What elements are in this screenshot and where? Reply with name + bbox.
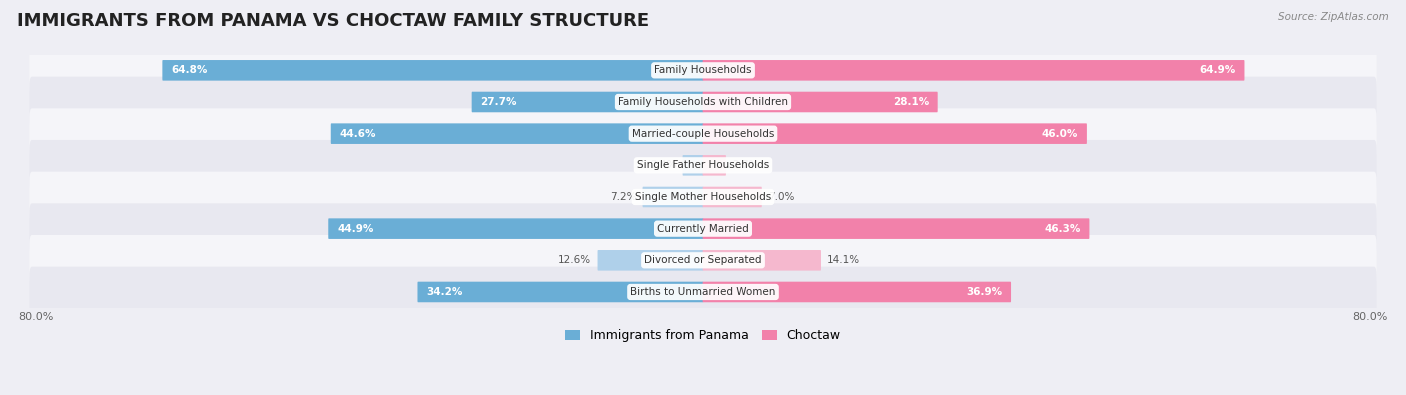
Text: 14.1%: 14.1% <box>827 255 860 265</box>
Text: Divorced or Separated: Divorced or Separated <box>644 255 762 265</box>
Text: 36.9%: 36.9% <box>966 287 1002 297</box>
Text: 46.3%: 46.3% <box>1045 224 1081 234</box>
FancyBboxPatch shape <box>703 187 762 207</box>
FancyBboxPatch shape <box>703 123 1087 144</box>
Text: 7.0%: 7.0% <box>768 192 794 202</box>
FancyBboxPatch shape <box>30 108 1376 159</box>
FancyBboxPatch shape <box>703 218 1090 239</box>
FancyBboxPatch shape <box>643 187 703 207</box>
FancyBboxPatch shape <box>30 235 1376 286</box>
Text: 7.2%: 7.2% <box>610 192 637 202</box>
Text: 34.2%: 34.2% <box>426 287 463 297</box>
Text: 64.8%: 64.8% <box>172 65 208 75</box>
FancyBboxPatch shape <box>703 250 821 271</box>
FancyBboxPatch shape <box>30 172 1376 222</box>
Text: 44.9%: 44.9% <box>337 224 374 234</box>
Text: 46.0%: 46.0% <box>1042 129 1078 139</box>
FancyBboxPatch shape <box>30 45 1376 96</box>
FancyBboxPatch shape <box>330 123 703 144</box>
Text: Births to Unmarried Women: Births to Unmarried Women <box>630 287 776 297</box>
FancyBboxPatch shape <box>30 77 1376 127</box>
Text: Family Households with Children: Family Households with Children <box>619 97 787 107</box>
Text: Source: ZipAtlas.com: Source: ZipAtlas.com <box>1278 12 1389 22</box>
FancyBboxPatch shape <box>418 282 703 302</box>
FancyBboxPatch shape <box>703 282 1011 302</box>
Text: 27.7%: 27.7% <box>481 97 517 107</box>
Text: Married-couple Households: Married-couple Households <box>631 129 775 139</box>
Text: Single Father Households: Single Father Households <box>637 160 769 170</box>
FancyBboxPatch shape <box>598 250 703 271</box>
Legend: Immigrants from Panama, Choctaw: Immigrants from Panama, Choctaw <box>560 324 846 347</box>
FancyBboxPatch shape <box>30 140 1376 191</box>
Text: Family Households: Family Households <box>654 65 752 75</box>
FancyBboxPatch shape <box>328 218 703 239</box>
FancyBboxPatch shape <box>30 203 1376 254</box>
Text: 44.6%: 44.6% <box>339 129 375 139</box>
Text: Currently Married: Currently Married <box>657 224 749 234</box>
FancyBboxPatch shape <box>682 155 703 176</box>
Text: 28.1%: 28.1% <box>893 97 929 107</box>
Text: Single Mother Households: Single Mother Households <box>636 192 770 202</box>
Text: 2.7%: 2.7% <box>733 160 759 170</box>
FancyBboxPatch shape <box>162 60 703 81</box>
Text: 64.9%: 64.9% <box>1199 65 1236 75</box>
FancyBboxPatch shape <box>30 267 1376 317</box>
FancyBboxPatch shape <box>471 92 703 112</box>
Text: 12.6%: 12.6% <box>558 255 592 265</box>
FancyBboxPatch shape <box>703 60 1244 81</box>
Text: 2.4%: 2.4% <box>650 160 676 170</box>
FancyBboxPatch shape <box>703 92 938 112</box>
FancyBboxPatch shape <box>703 155 725 176</box>
Text: IMMIGRANTS FROM PANAMA VS CHOCTAW FAMILY STRUCTURE: IMMIGRANTS FROM PANAMA VS CHOCTAW FAMILY… <box>17 12 650 30</box>
